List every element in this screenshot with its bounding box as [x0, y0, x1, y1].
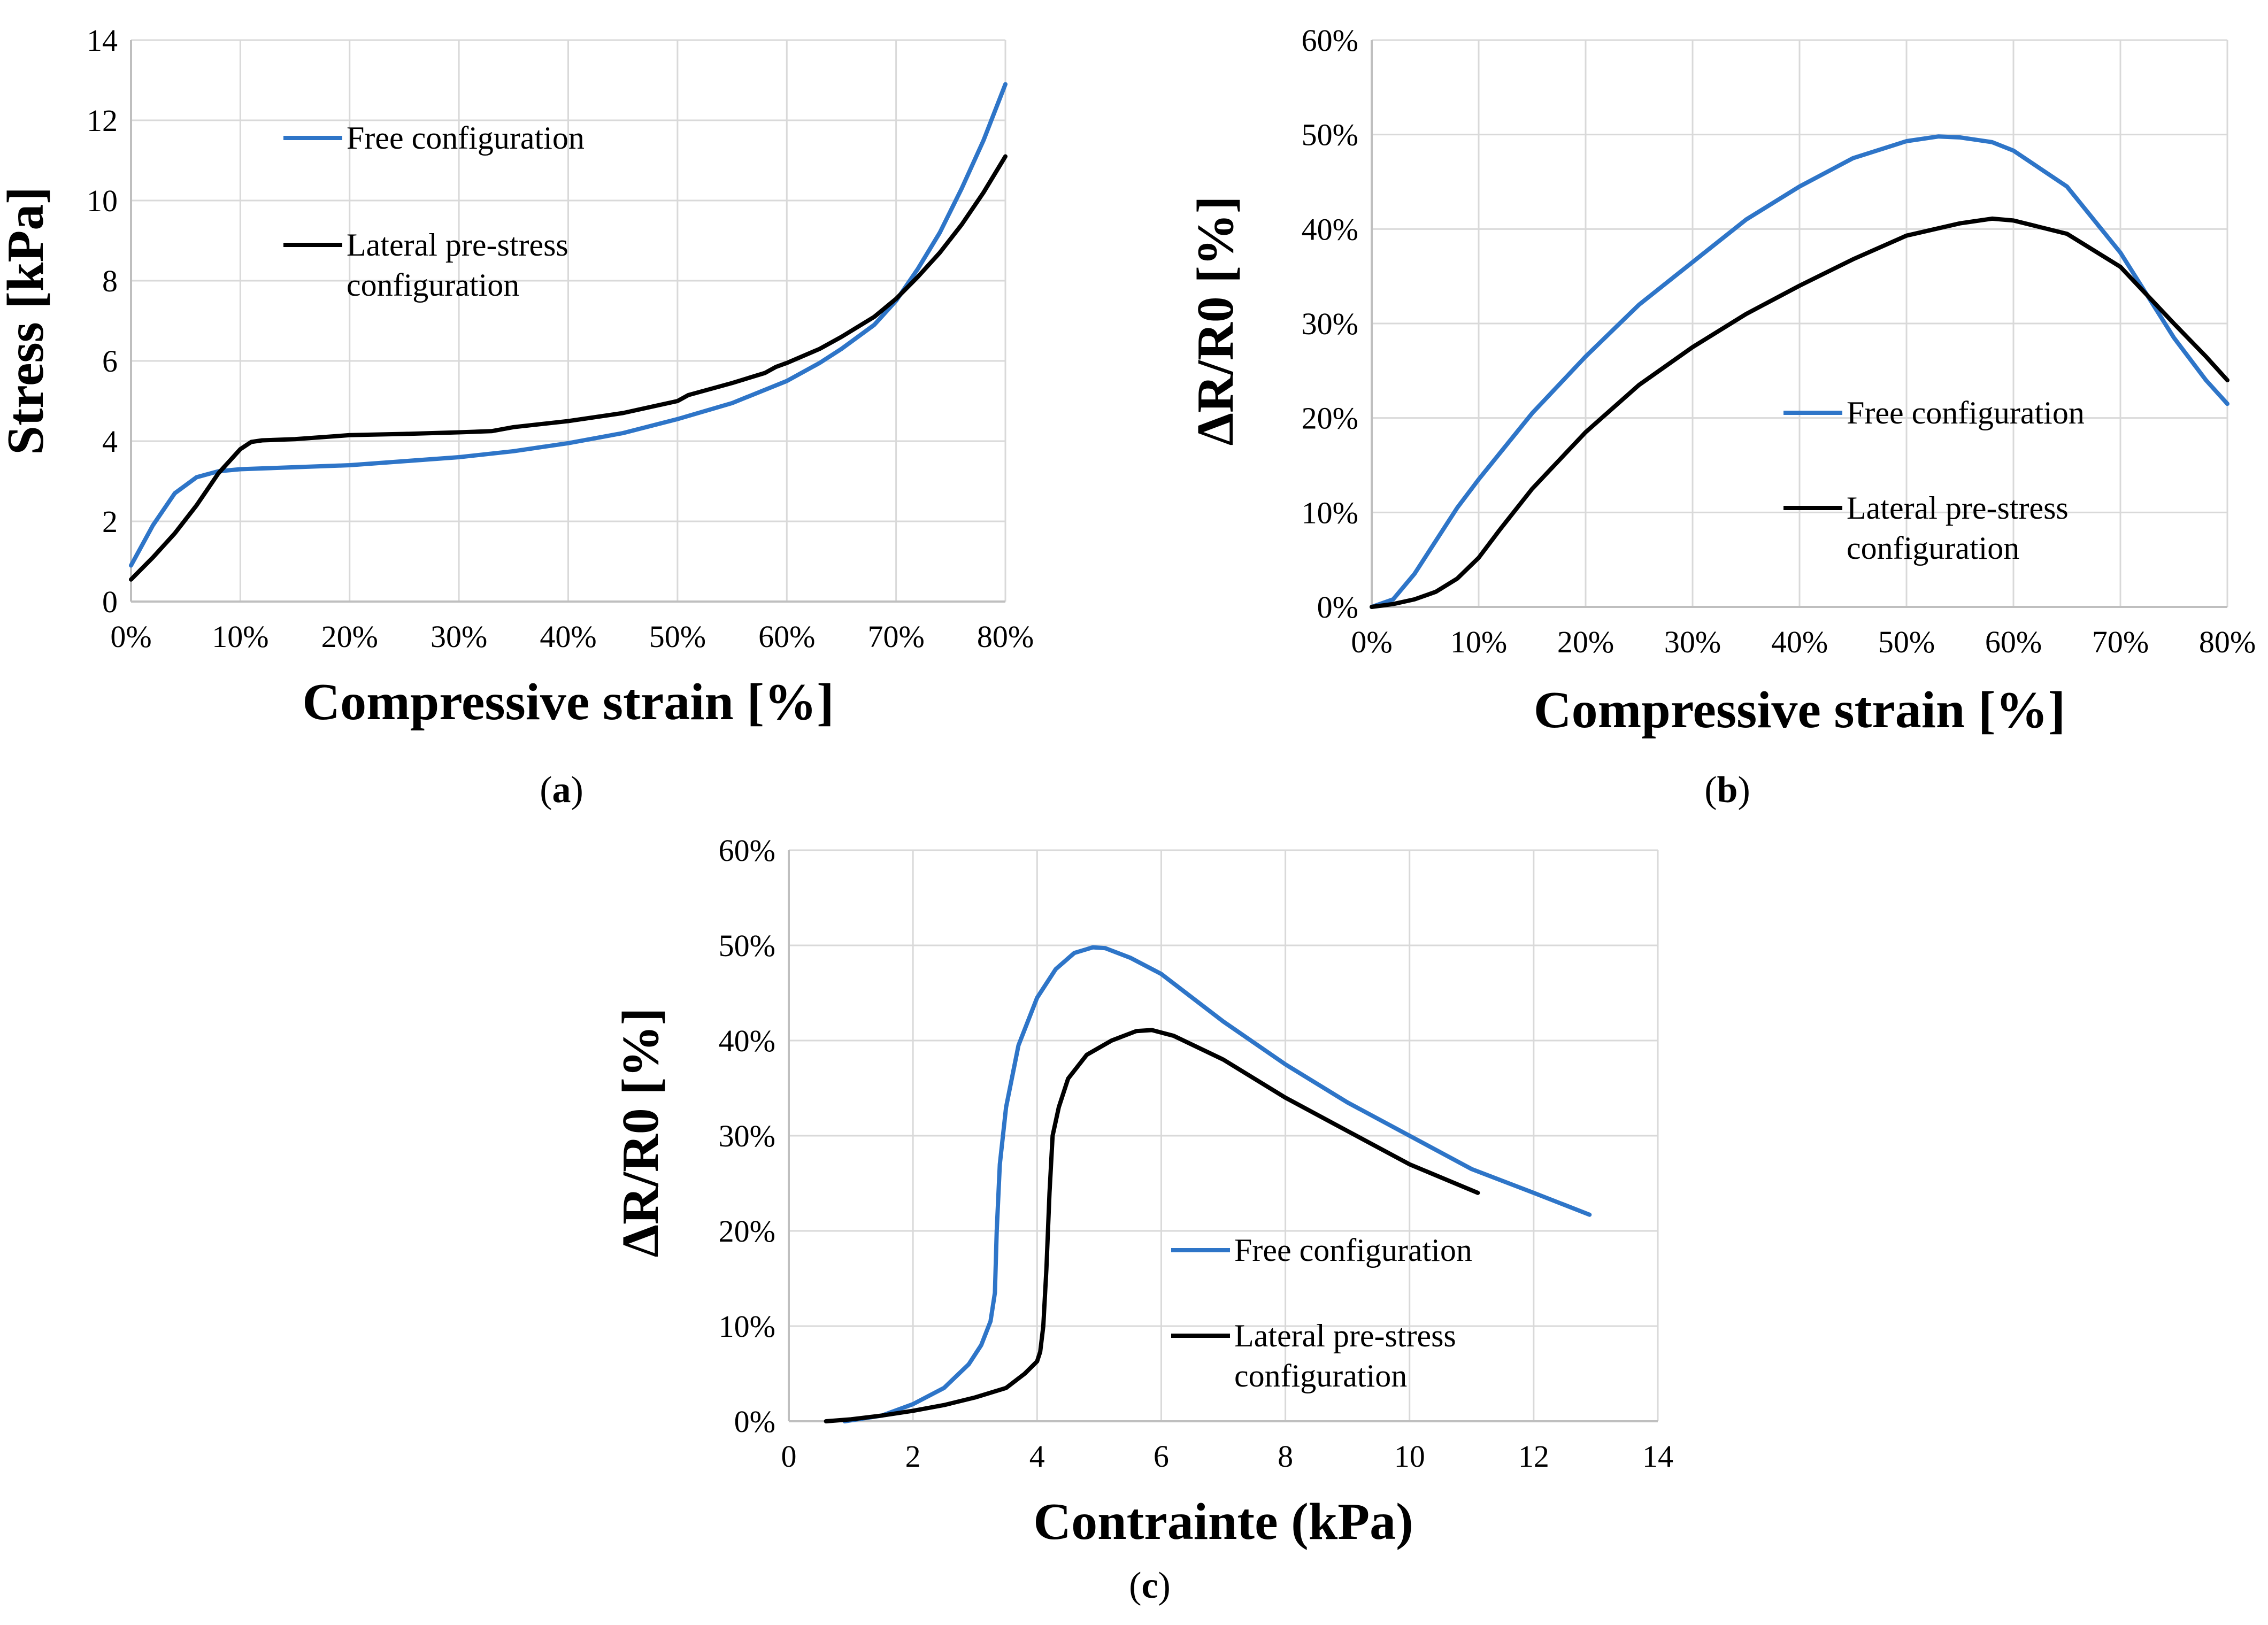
y-tick-label: 60%: [1302, 23, 1358, 58]
x-axis-title: Compressive strain [%]: [1534, 681, 2065, 739]
x-tick-label: 60%: [1985, 625, 2042, 659]
legend-label-lateral: Lateral pre-stress configuration: [347, 227, 568, 303]
x-tick-label: 10: [1394, 1439, 1425, 1474]
x-tick-label: 20%: [1557, 625, 1614, 659]
x-tick-label: 6: [1154, 1439, 1169, 1474]
y-tick-label: 40%: [1302, 212, 1358, 247]
series-line-lateral: [129, 154, 1008, 582]
x-tick-label: 40%: [1771, 625, 1828, 659]
panel-label: (c): [1129, 1565, 1171, 1606]
x-tick-label: 70%: [867, 619, 924, 654]
x-tick-label: 30%: [430, 619, 487, 654]
x-tick-label: 80%: [2199, 625, 2256, 659]
x-tick-label: 40%: [540, 619, 596, 654]
y-tick-label: 30%: [1302, 306, 1358, 341]
series-line-free: [1370, 134, 2229, 609]
chart-panel-3: 0 2 4 6 8 10 12 14 0% 10% 20% 30% 40% 50% 60% Contraint…: [612, 833, 1673, 1606]
x-tick-label: 14: [1642, 1439, 1673, 1474]
x-tick-label: 0: [781, 1439, 797, 1474]
x-tick-label: 70%: [2092, 625, 2149, 659]
x-tick-label: 50%: [649, 619, 706, 654]
y-tick-label: 10%: [719, 1309, 775, 1344]
x-tick-label: 2: [905, 1439, 921, 1474]
y-tick-label: 10: [87, 183, 118, 218]
x-tick-label: 4: [1029, 1439, 1045, 1474]
legend: Free configuration Lateral pre-stress conf…: [1171, 1233, 1472, 1393]
y-tick-label: 0: [102, 584, 118, 619]
x-tick-label: 50%: [1878, 625, 1935, 659]
y-tick-label: 50%: [1302, 118, 1358, 152]
x-tick-label: 8: [1278, 1439, 1293, 1474]
x-tick-label: 10%: [1450, 625, 1507, 659]
legend-label-lateral: Lateral pre-stress configuration: [1234, 1318, 1456, 1393]
y-axis-title: ΔR/R0 [%]: [1187, 196, 1244, 446]
series-line-lateral: [824, 1028, 1480, 1423]
x-tick-label: 30%: [1664, 625, 1721, 659]
y-tick-label: 14: [87, 23, 118, 58]
y-axis-title: Stress [kPa]: [0, 187, 55, 455]
panel-label: (b): [1704, 769, 1750, 811]
panel-label: (a): [540, 769, 583, 811]
y-tick-label: 0%: [1317, 590, 1358, 625]
y-tick-label: 2: [102, 504, 118, 539]
legend-label-free: Free configuration: [347, 120, 585, 156]
legend-label-lateral: Lateral pre-stress configuration: [1847, 490, 2069, 566]
series-line-free: [842, 945, 1592, 1423]
y-tick-label: 40%: [719, 1023, 775, 1058]
x-tick-label: 10%: [212, 619, 268, 654]
legend: Free configuration Lateral pre-stress conf…: [283, 120, 585, 303]
y-tick-label: 60%: [719, 833, 775, 868]
y-tick-label: 0%: [734, 1404, 775, 1439]
y-tick-label: 20%: [719, 1214, 775, 1249]
x-tick-label: 12: [1518, 1439, 1549, 1474]
legend-label-free: Free configuration: [1234, 1233, 1472, 1268]
legend: Free configuration Lateral pre-stress conf…: [1783, 395, 2085, 566]
y-tick-label: 50%: [719, 928, 775, 963]
x-axis-title: Compressive strain [%]: [302, 673, 834, 731]
x-axis-title: Contrainte (kPa): [1033, 1493, 1413, 1551]
x-tick-label: 0%: [1351, 625, 1392, 659]
x-tick-label: 0%: [110, 619, 151, 654]
y-tick-label: 8: [102, 264, 118, 298]
x-tick-label: 60%: [758, 619, 815, 654]
y-tick-label: 20%: [1302, 401, 1358, 436]
x-tick-label: 80%: [977, 619, 1034, 654]
y-tick-label: 10%: [1302, 495, 1358, 530]
y-axis-title: ΔR/R0 [%]: [612, 1008, 670, 1258]
x-tick-label: 20%: [321, 619, 378, 654]
chart-panel-2: 0% 10% 20% 30% 40% 50% 60% 70% 80% 0% 10% 20% 30% 40%…: [1187, 23, 2256, 811]
y-tick-label: 30%: [719, 1119, 775, 1153]
y-tick-label: 6: [102, 344, 118, 379]
legend-label-free: Free configuration: [1847, 395, 2085, 430]
y-tick-label: 12: [87, 103, 118, 138]
chart-panel-1: 0% 10% 20% 30% 40% 50% 60% 70% 80% 0 2 4 6 8 10 12 14 Com…: [0, 23, 1034, 811]
y-tick-label: 4: [102, 424, 118, 459]
series-line-lateral: [1370, 216, 2229, 609]
